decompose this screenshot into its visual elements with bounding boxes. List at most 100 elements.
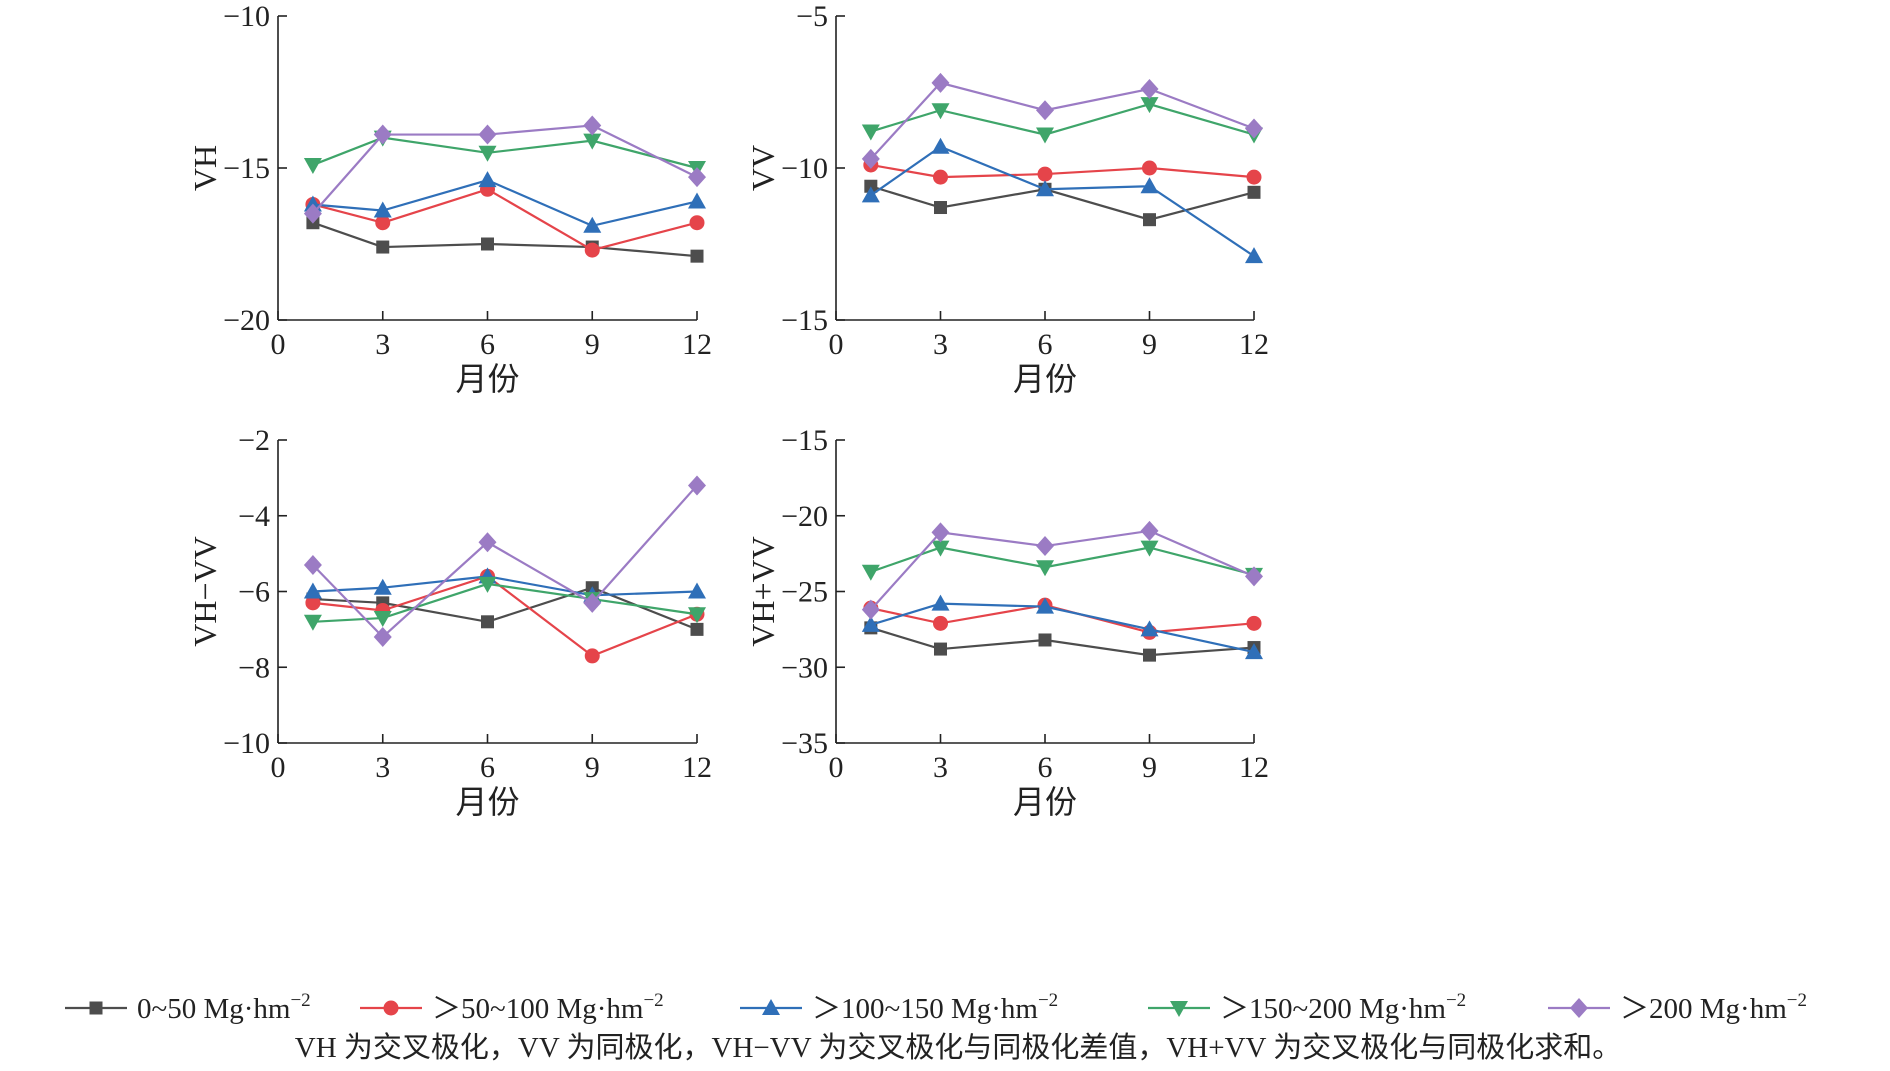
data-point <box>861 148 880 169</box>
series-line <box>312 136 698 170</box>
series-1 <box>306 216 704 263</box>
data-point <box>478 145 497 162</box>
series-line <box>312 484 698 639</box>
data-point <box>861 186 880 203</box>
x-tick-label: 9 <box>1142 328 1157 361</box>
y-tick-label: −35 <box>781 727 828 760</box>
legend-marker <box>1170 1001 1188 1017</box>
legend-label: ＞200 Mg·hm−2 <box>1620 990 1807 1025</box>
data-point <box>1140 520 1159 541</box>
data-point <box>373 611 392 628</box>
y-axis-label: VH−VV <box>187 536 223 646</box>
data-point <box>688 475 706 496</box>
y-tick-label: −30 <box>781 651 828 684</box>
data-point <box>690 249 704 263</box>
data-point <box>861 599 880 620</box>
data-point <box>931 594 950 611</box>
legend-marker <box>762 999 780 1015</box>
data-point <box>1036 180 1054 197</box>
series-5 <box>861 72 1263 169</box>
data-point <box>931 72 950 93</box>
series-3 <box>303 567 706 603</box>
x-tick-label: 6 <box>1038 328 1053 361</box>
data-point <box>688 192 706 209</box>
legend-label: ＞100~150 Mg·hm−2 <box>812 990 1058 1025</box>
data-point <box>375 215 391 231</box>
data-point <box>931 540 950 557</box>
y-tick-label: −10 <box>223 0 270 33</box>
series-line <box>870 626 1255 657</box>
x-tick-label: 9 <box>1142 751 1157 784</box>
x-tick-label: 9 <box>585 328 600 361</box>
data-point <box>1245 566 1263 587</box>
legend-marker <box>89 1001 103 1015</box>
series-5 <box>303 115 706 224</box>
x-tick-label: 6 <box>480 328 495 361</box>
series-2 <box>305 181 705 258</box>
data-point <box>478 124 497 145</box>
data-point <box>688 582 706 599</box>
data-point <box>481 615 494 629</box>
data-point <box>689 215 705 231</box>
data-point <box>1245 118 1263 139</box>
y-axis-label: VH <box>187 145 223 191</box>
legend-item-1: 0~50 Mg·hm−2 <box>65 990 311 1025</box>
data-point <box>373 578 392 595</box>
data-point <box>1246 169 1262 185</box>
y-axis-label: VV <box>745 145 781 191</box>
x-tick-label: 0 <box>829 328 844 361</box>
series-line <box>870 103 1255 136</box>
x-tick-label: 12 <box>682 328 712 361</box>
data-point <box>303 554 322 575</box>
legend-marker <box>383 1000 399 1016</box>
legend-marker <box>1570 998 1588 1018</box>
data-point <box>481 237 494 251</box>
data-point <box>1247 185 1261 199</box>
x-axis-label: 月份 <box>455 784 519 820</box>
x-tick-label: 12 <box>1239 751 1269 784</box>
x-tick-label: 0 <box>271 328 286 361</box>
data-point <box>373 124 392 145</box>
data-point <box>1140 620 1159 637</box>
data-point <box>583 115 602 136</box>
data-point <box>1143 213 1156 227</box>
series-5 <box>861 520 1263 620</box>
legend-item-5: ＞200 Mg·hm−2 <box>1548 990 1807 1025</box>
series-5 <box>303 475 706 647</box>
chart-panel-3: 0 3 6 9 12 −10 −8 −6 −4 −2 月份 VH−VV <box>187 424 712 820</box>
chart-panel-2: 0 3 6 9 12 −15 −10 −5 月份 VV <box>745 0 1269 397</box>
data-point <box>931 103 950 120</box>
data-point <box>373 201 392 218</box>
data-point <box>584 242 600 258</box>
y-tick-label: −2 <box>238 424 270 457</box>
data-point <box>303 157 322 174</box>
y-tick-label: −6 <box>238 576 270 609</box>
chart-panel-4: 0 3 6 9 12 −35 −30 −25 −20 −15 月份 VH+VV <box>745 424 1269 820</box>
data-point <box>1036 597 1054 614</box>
data-point <box>1245 643 1263 660</box>
series-line <box>870 81 1255 160</box>
data-point <box>934 201 947 215</box>
data-point <box>861 615 880 632</box>
y-tick-label: −4 <box>238 500 270 533</box>
data-point <box>478 576 497 593</box>
y-tick-label: −5 <box>796 0 828 33</box>
y-tick-label: −8 <box>238 651 270 684</box>
data-point <box>933 169 948 185</box>
data-point <box>584 648 600 664</box>
x-tick-label: 3 <box>933 751 948 784</box>
data-point <box>303 582 322 599</box>
series-line <box>312 221 698 258</box>
legend-label: ＞50~100 Mg·hm−2 <box>432 990 664 1025</box>
legend-label: 0~50 Mg·hm−2 <box>137 990 311 1025</box>
series-3 <box>861 137 1263 264</box>
data-point <box>373 626 392 647</box>
data-point <box>861 564 880 581</box>
data-point <box>861 124 880 141</box>
data-point <box>376 240 390 254</box>
data-point <box>303 614 322 631</box>
data-point <box>931 522 950 543</box>
x-tick-label: 12 <box>682 751 712 784</box>
data-point <box>1245 247 1263 264</box>
